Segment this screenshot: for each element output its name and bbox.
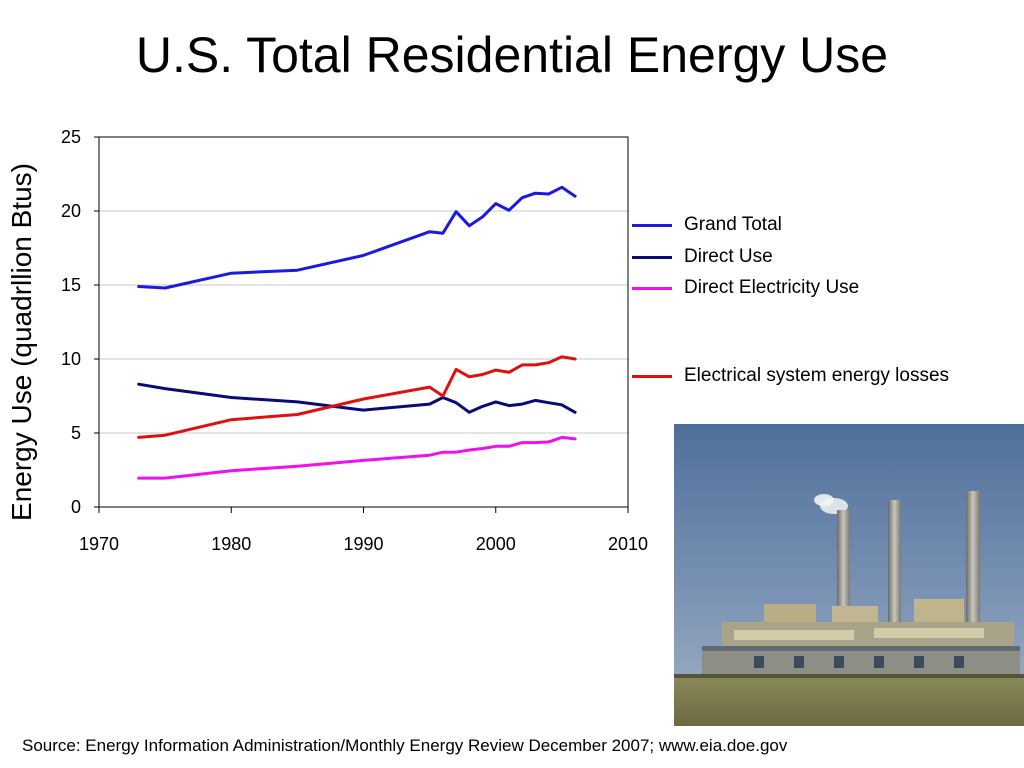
y-tick-label: 15 xyxy=(61,275,81,295)
x-tick-label: 2010 xyxy=(608,534,648,554)
chart-legend: Grand Total Direct Use Direct Electricit… xyxy=(632,210,1022,400)
legend-item-grand-total: Grand Total xyxy=(632,214,782,236)
legend-item-direct-electricity-use: Direct Electricity Use xyxy=(632,277,859,299)
legend-label-direct-electricity-use: Direct Electricity Use xyxy=(684,277,860,298)
legend-item-direct-use: Direct Use xyxy=(632,246,773,268)
series-line-direct-use xyxy=(137,382,577,414)
series-line-direct-electricity-use xyxy=(137,435,577,480)
legend-label-direct-use: Direct Use xyxy=(684,246,773,267)
series-line-electrical-system-energy-losses xyxy=(137,355,577,439)
y-tick-label: 25 xyxy=(61,127,81,147)
legend-swatch-direct-electricity-use xyxy=(632,286,672,290)
x-tick-label: 1990 xyxy=(343,534,383,554)
power-plant-photo xyxy=(674,424,1024,726)
legend-swatch-direct-use xyxy=(632,255,672,259)
legend-swatch-electrical-losses xyxy=(632,374,672,378)
y-tick-label: 0 xyxy=(71,497,81,517)
y-tick-label: 5 xyxy=(71,423,81,443)
slide-title: U.S. Total Residential Energy Use xyxy=(135,27,889,83)
legend-label-electrical-losses: Electrical system energy losses xyxy=(684,365,950,386)
x-tick-label: 1980 xyxy=(211,534,251,554)
series-line-grand-total xyxy=(137,185,577,290)
legend-swatch-grand-total xyxy=(632,223,672,227)
x-tick-label: 2000 xyxy=(476,534,516,554)
power-plant-image xyxy=(674,424,1024,726)
y-tick-label: 20 xyxy=(61,201,81,221)
source-note: Source: Energy Information Administratio… xyxy=(22,736,788,755)
legend-label-grand-total: Grand Total xyxy=(684,214,782,235)
legend-item-electrical-losses: Electrical system energy losses xyxy=(632,365,949,387)
y-tick-label: 10 xyxy=(61,349,81,369)
x-tick-label: 1970 xyxy=(79,534,119,554)
